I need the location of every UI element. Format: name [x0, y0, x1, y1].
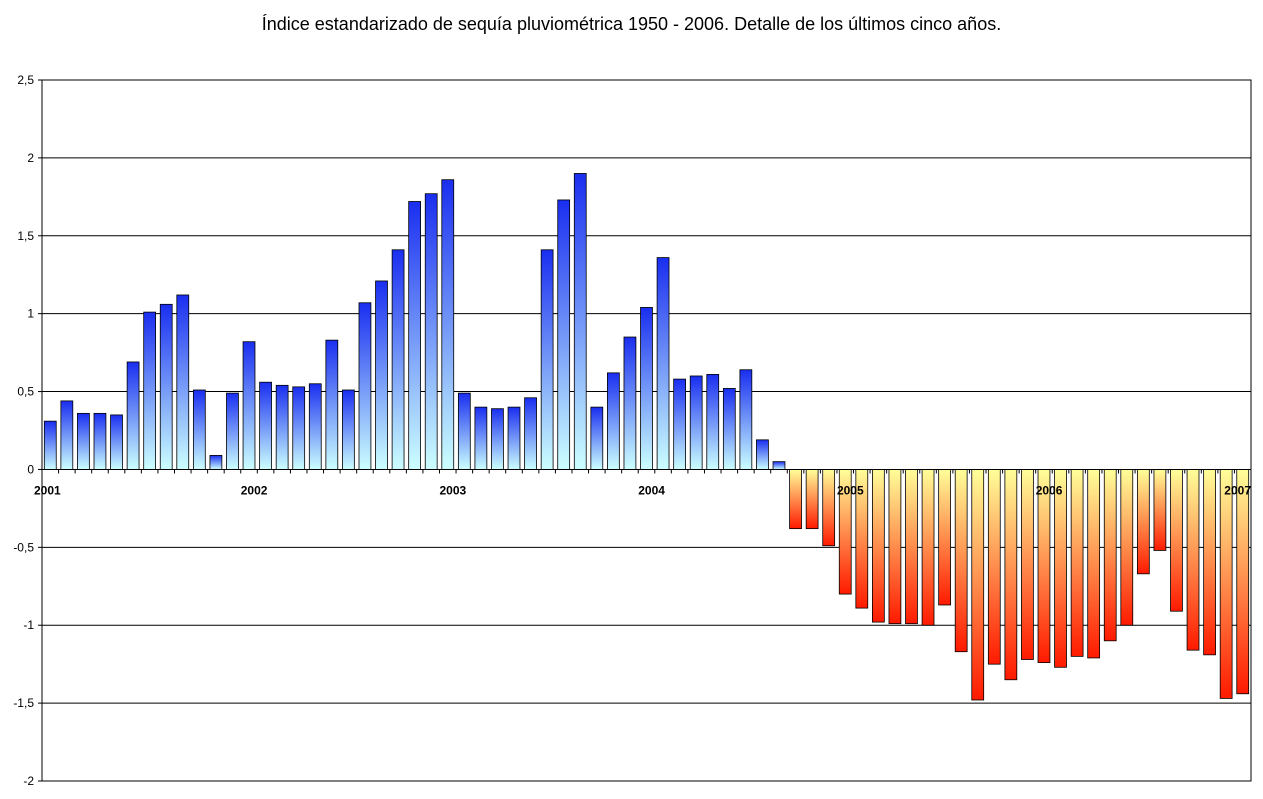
bars — [43, 173, 1250, 701]
axes — [41, 468, 1252, 474]
bar — [673, 378, 686, 470]
bar — [391, 249, 405, 470]
bar — [1153, 469, 1167, 551]
bar — [573, 173, 587, 470]
bar — [789, 469, 802, 530]
bar — [1037, 469, 1051, 664]
bar — [259, 381, 272, 470]
bar — [325, 339, 339, 470]
bar — [358, 302, 372, 470]
bar — [226, 392, 239, 470]
y-tick-label: -1 — [23, 618, 34, 632]
bar — [905, 469, 918, 625]
bar — [43, 420, 57, 470]
x-tick-label: 2004 — [638, 483, 665, 497]
bar — [292, 386, 306, 470]
bar — [938, 469, 951, 606]
x-tick-label: 2006 — [1036, 483, 1063, 497]
bar — [77, 412, 90, 470]
x-tick-label: 2003 — [439, 483, 466, 497]
bar — [1021, 469, 1034, 660]
bar — [176, 294, 190, 470]
bar — [689, 375, 703, 470]
bar — [706, 374, 720, 470]
bar — [1054, 469, 1067, 668]
bar — [93, 412, 107, 470]
bar — [192, 389, 206, 470]
bar — [822, 469, 836, 547]
bar — [507, 406, 521, 470]
bar — [971, 469, 985, 701]
y-tick-label: 0 — [27, 462, 34, 476]
bar — [623, 336, 637, 470]
y-tick-label: 0,5 — [17, 385, 34, 399]
y-tick-label: -1,5 — [13, 696, 34, 710]
bar — [408, 201, 421, 470]
y-tick-label: 2 — [27, 151, 34, 165]
y-tick-label: -0,5 — [13, 540, 34, 554]
bar — [756, 439, 769, 470]
y-tick-label: 1,5 — [17, 229, 34, 243]
bar — [424, 193, 438, 470]
x-tick-labels: 2001 2002 2003 2004 2005 2006 2007 — [34, 483, 1251, 497]
bar — [457, 392, 471, 470]
bar — [474, 406, 488, 470]
bar — [308, 383, 322, 470]
bar — [375, 280, 388, 470]
bar — [888, 469, 902, 625]
y-tick-label: 1 — [27, 307, 34, 321]
bar — [159, 303, 173, 470]
bar — [540, 249, 554, 470]
bar — [607, 372, 620, 470]
y-tick-label: 2,5 — [17, 73, 34, 87]
bar — [1070, 469, 1084, 657]
bar — [872, 469, 885, 623]
bar — [1004, 469, 1018, 681]
bar — [1136, 469, 1150, 575]
bar — [1170, 469, 1183, 612]
y-tick-labels: 2,5 2 1,5 1 0,5 0 -0,5 -1 -1,5 -2 — [13, 73, 34, 788]
x-tick-label: 2001 — [34, 483, 61, 497]
bar — [772, 461, 786, 470]
bar — [954, 469, 968, 653]
bar — [441, 179, 455, 470]
bar — [491, 408, 504, 470]
bar — [722, 388, 736, 470]
bar — [242, 341, 256, 470]
bar — [275, 384, 289, 470]
bar — [342, 389, 355, 470]
bar — [805, 469, 819, 530]
bar — [1219, 469, 1233, 699]
bar — [557, 199, 571, 470]
bar — [209, 455, 223, 470]
x-tick-label: 2005 — [837, 483, 864, 497]
bar — [1087, 469, 1101, 659]
bar — [126, 361, 140, 470]
x-tick-label: 2002 — [241, 483, 268, 497]
y-tick-label: -2 — [23, 774, 34, 788]
bar — [60, 400, 74, 470]
bar — [921, 469, 935, 626]
bar — [656, 257, 670, 470]
chart-title: Índice estandarizado de sequía pluviomét… — [261, 14, 1002, 34]
bar — [143, 311, 157, 470]
bar — [110, 414, 123, 470]
bar — [640, 307, 653, 470]
x-tick-label: 2007 — [1224, 483, 1251, 497]
bar — [524, 397, 537, 470]
bar — [1186, 469, 1200, 651]
bar — [1120, 469, 1134, 626]
bar — [1203, 469, 1216, 656]
bar — [987, 469, 1001, 665]
bar — [590, 406, 604, 470]
bar — [1103, 469, 1117, 642]
bar — [1236, 469, 1250, 695]
bar — [739, 369, 753, 470]
